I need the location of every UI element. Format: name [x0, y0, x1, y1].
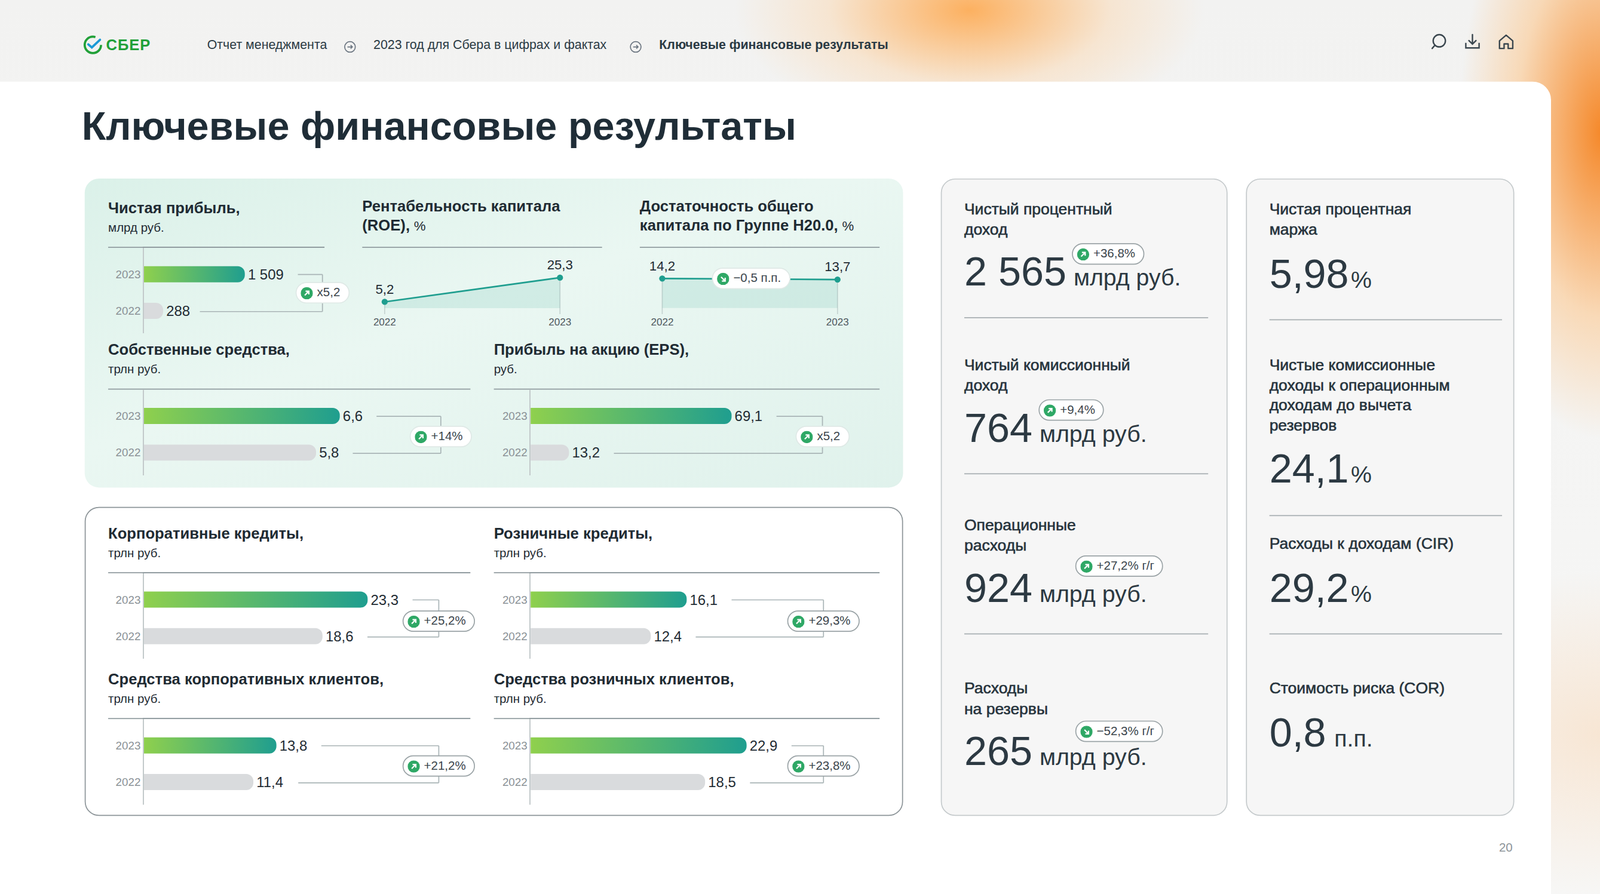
html-text:2 565 млрд руб.: 2 565 млрд руб.	[964, 248, 1181, 294]
html-text:+27,2% г/г: +27,2% г/г	[1096, 558, 1155, 573]
svg-text:2022: 2022	[502, 776, 528, 789]
html-text:руб.: руб.	[493, 362, 518, 377]
svg-text:2022: 2022	[115, 304, 142, 318]
svg-text:2022: 2022	[373, 316, 396, 328]
html-text:Чистая процентная: Чистая процентная	[1269, 200, 1412, 218]
svg-text:2023: 2023	[115, 739, 142, 753]
html-text:млрд руб.: млрд руб.	[108, 220, 165, 235]
html-text:доходам до вычета: доходам до вычета	[1269, 395, 1412, 414]
svg-text:1 509: 1 509	[247, 266, 284, 283]
html-text:Достаточность общего: Достаточность общего	[639, 196, 814, 215]
svg-text:13,2: 13,2	[571, 444, 600, 461]
html-text:(ROE), %: (ROE), %	[362, 216, 426, 234]
html-text:Собственные средства,: Собственные средства,	[108, 340, 290, 359]
html-text:Отчет менеджмента: Отчет менеджмента	[207, 37, 327, 53]
html-text:−0,5 п.п.: −0,5 п.п.	[733, 270, 781, 286]
svg-text:22,9: 22,9	[749, 737, 778, 754]
svg-text:25,3: 25,3	[547, 257, 573, 273]
html-text:Средства розничных клиентов,: Средства розничных клиентов,	[493, 670, 735, 688]
svg-text:2023: 2023	[115, 593, 142, 607]
html-text:доход: доход	[964, 376, 1008, 394]
html-text:Чистая прибыль,: Чистая прибыль,	[108, 198, 240, 217]
html-text:+25,2%: +25,2%	[423, 613, 466, 629]
html-text:+14%: +14%	[431, 429, 463, 444]
svg-text:5,8: 5,8	[319, 444, 339, 461]
svg-text:2022: 2022	[502, 630, 528, 643]
svg-text:13,8: 13,8	[279, 737, 308, 754]
html-text:Операционные: Операционные	[964, 516, 1076, 534]
svg-text:16,1: 16,1	[689, 592, 718, 609]
html-text:20: 20	[1498, 840, 1513, 856]
svg-text:2022: 2022	[115, 776, 142, 789]
html-text:+29,3%: +29,3%	[808, 613, 851, 629]
html-text:Стоимость риска (COR): Стоимость риска (COR)	[1269, 679, 1445, 697]
html-text:трлн руб.: трлн руб.	[493, 691, 547, 707]
svg-text:5,2: 5,2	[375, 282, 394, 297]
html-text:764 млрд руб.: 764 млрд руб.	[964, 405, 1147, 451]
html-text:Рентабельность капитала: Рентабельность капитала	[362, 196, 561, 215]
svg-text:2022: 2022	[502, 446, 528, 459]
html-text:Ключевые финансовые результаты: Ключевые финансовые результаты	[81, 104, 797, 148]
html-text:на резервы: на резервы	[964, 699, 1048, 717]
html-text:трлн руб.: трлн руб.	[108, 362, 161, 377]
html-text:трлн руб.: трлн руб.	[493, 545, 547, 561]
svg-text:2023: 2023	[826, 316, 849, 328]
html-text:+21,2%: +21,2%	[423, 758, 466, 773]
svg-text:18,6: 18,6	[325, 628, 354, 645]
html-text:0,8 п.п.: 0,8 п.п.	[1269, 710, 1373, 756]
svg-text:2023: 2023	[115, 409, 142, 423]
html-text:СБЕР: СБЕР	[106, 35, 151, 54]
svg-text:2022: 2022	[115, 630, 142, 643]
html-text:29,2%: 29,2%	[1269, 565, 1372, 611]
html-text:265 млрд руб.: 265 млрд руб.	[964, 728, 1147, 774]
html-text:Чистый комиссионный: Чистый комиссионный	[964, 356, 1131, 374]
html-text:x5,2: x5,2	[816, 429, 841, 444]
html-text:расходы: расходы	[964, 536, 1027, 554]
svg-text:13,7: 13,7	[824, 259, 851, 275]
svg-text:18,5: 18,5	[707, 774, 737, 791]
html-text:Расходы: Расходы	[964, 679, 1028, 697]
svg-text:288: 288	[166, 302, 190, 320]
html-text:доходы к операционным: доходы к операционным	[1269, 376, 1450, 394]
svg-text:2023: 2023	[115, 268, 142, 281]
html-text:Чистый процентный: Чистый процентный	[964, 200, 1113, 218]
html-text:5,98%: 5,98%	[1269, 250, 1372, 296]
html-text:Прибыль на акцию (EPS),: Прибыль на акцию (EPS),	[493, 340, 689, 359]
html-text:2023 год для Сбера в цифрах и: 2023 год для Сбера в цифрах и фактах	[373, 37, 607, 53]
html-text:маржа: маржа	[1269, 219, 1318, 238]
html-text:трлн руб.: трлн руб.	[108, 545, 161, 561]
html-text:Розничные кредиты,: Розничные кредиты,	[493, 524, 653, 542]
html-text:капитала по Группе Н20.0, %: капитала по Группе Н20.0, %	[639, 216, 854, 234]
html-text:+36,8%: +36,8%	[1093, 246, 1136, 261]
html-text:924 млрд руб.: 924 млрд руб.	[964, 565, 1147, 611]
svg-text:14,2: 14,2	[649, 258, 676, 274]
svg-text:11,4: 11,4	[256, 774, 284, 791]
html-text:Расходы к доходам (CIR): Расходы к доходам (CIR)	[1269, 534, 1454, 553]
html-text:Чистые комиссионные: Чистые комиссионные	[1269, 356, 1436, 374]
svg-text:2023: 2023	[502, 409, 528, 423]
html-text:резервов: резервов	[1269, 415, 1337, 434]
html-text:Ключевые финансовые результаты: Ключевые финансовые результаты	[659, 37, 889, 53]
html-text:трлн руб.: трлн руб.	[108, 691, 161, 707]
html-text:Средства корпоративных клиенто: Средства корпоративных клиентов,	[108, 670, 384, 688]
svg-text:2022: 2022	[115, 446, 142, 459]
html-text:Корпоративные кредиты,: Корпоративные кредиты,	[108, 524, 304, 542]
html-text:+23,8%: +23,8%	[808, 758, 851, 773]
svg-text:12,4: 12,4	[653, 628, 682, 645]
svg-text:2023: 2023	[548, 316, 572, 328]
html-text:24,1%: 24,1%	[1269, 445, 1372, 491]
svg-text:2022: 2022	[650, 316, 674, 328]
html-text:−52,3% г/г: −52,3% г/г	[1096, 724, 1155, 739]
svg-text:23,3: 23,3	[370, 592, 399, 609]
html-text:x5,2: x5,2	[317, 285, 341, 300]
svg-text:2023: 2023	[502, 739, 528, 753]
svg-text:6,6: 6,6	[342, 408, 363, 425]
svg-text:69,1: 69,1	[734, 408, 763, 425]
svg-text:2023: 2023	[502, 593, 528, 607]
html-text:+9,4%: +9,4%	[1060, 402, 1096, 417]
html-text:доход: доход	[964, 219, 1008, 238]
